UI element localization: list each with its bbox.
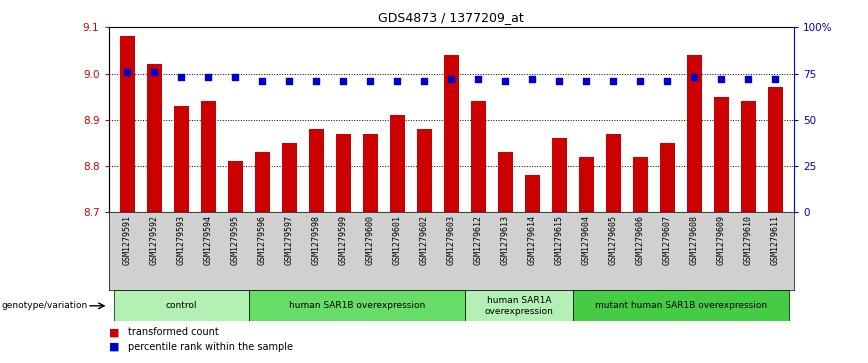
Point — [148, 69, 161, 74]
Point — [255, 78, 269, 84]
Bar — [525, 175, 540, 212]
Text: GSM1279609: GSM1279609 — [717, 215, 726, 265]
Text: GDS4873 / 1377209_at: GDS4873 / 1377209_at — [378, 11, 524, 24]
Point — [201, 74, 215, 80]
Point — [471, 76, 485, 82]
Text: human SAR1A
overexpression: human SAR1A overexpression — [484, 296, 553, 315]
Text: GSM1279603: GSM1279603 — [447, 215, 456, 265]
Bar — [741, 101, 756, 212]
Point — [121, 69, 135, 74]
Text: GSM1279608: GSM1279608 — [690, 215, 699, 265]
Text: ■: ■ — [108, 342, 119, 352]
Bar — [687, 55, 701, 212]
Bar — [713, 97, 729, 212]
Bar — [579, 157, 594, 212]
Bar — [444, 55, 459, 212]
Text: GSM1279611: GSM1279611 — [771, 215, 779, 265]
Text: human SAR1B overexpression: human SAR1B overexpression — [289, 301, 425, 310]
Text: control: control — [166, 301, 197, 310]
Point — [391, 78, 404, 84]
Text: GSM1279598: GSM1279598 — [312, 215, 321, 265]
Text: GSM1279606: GSM1279606 — [636, 215, 645, 265]
Point — [174, 74, 188, 80]
Bar — [552, 138, 567, 212]
Text: mutant human SAR1B overexpression: mutant human SAR1B overexpression — [595, 301, 767, 310]
Bar — [768, 87, 783, 212]
Point — [228, 74, 242, 80]
Text: ■: ■ — [108, 327, 119, 337]
Point — [687, 74, 701, 80]
Point — [552, 78, 566, 84]
Bar — [573, 290, 789, 321]
Bar — [633, 157, 648, 212]
Text: GSM1279596: GSM1279596 — [258, 215, 266, 265]
Bar — [363, 134, 378, 212]
Bar — [174, 106, 189, 212]
Text: GSM1279591: GSM1279591 — [123, 215, 132, 265]
Point — [741, 76, 755, 82]
Bar — [471, 101, 486, 212]
Text: GSM1279599: GSM1279599 — [339, 215, 348, 265]
Point — [661, 78, 674, 84]
Text: GSM1279593: GSM1279593 — [177, 215, 186, 265]
Point — [607, 78, 621, 84]
Text: GSM1279592: GSM1279592 — [150, 215, 159, 265]
Text: percentile rank within the sample: percentile rank within the sample — [128, 342, 293, 352]
Point — [714, 76, 728, 82]
Point — [282, 78, 296, 84]
Text: GSM1279610: GSM1279610 — [744, 215, 753, 265]
Text: GSM1279605: GSM1279605 — [608, 215, 618, 265]
Point — [337, 78, 351, 84]
Bar — [336, 134, 351, 212]
Text: GSM1279602: GSM1279602 — [420, 215, 429, 265]
Bar — [390, 115, 404, 212]
Text: GSM1279615: GSM1279615 — [555, 215, 564, 265]
Bar — [228, 162, 243, 212]
Bar — [249, 290, 465, 321]
Bar — [606, 134, 621, 212]
Text: GSM1279613: GSM1279613 — [501, 215, 510, 265]
Bar — [201, 101, 216, 212]
Text: GSM1279597: GSM1279597 — [285, 215, 294, 265]
Point — [418, 78, 431, 84]
Text: GSM1279594: GSM1279594 — [204, 215, 213, 265]
Bar — [255, 152, 270, 212]
Text: GSM1279601: GSM1279601 — [393, 215, 402, 265]
Bar — [660, 143, 674, 212]
Text: GSM1279600: GSM1279600 — [366, 215, 375, 265]
Point — [768, 76, 782, 82]
Point — [498, 78, 512, 84]
Bar — [417, 129, 431, 212]
Text: GSM1279607: GSM1279607 — [663, 215, 672, 265]
Bar — [309, 129, 324, 212]
Point — [525, 76, 539, 82]
Bar — [465, 290, 573, 321]
Bar — [282, 143, 297, 212]
Text: GSM1279614: GSM1279614 — [528, 215, 536, 265]
Bar — [114, 290, 249, 321]
Bar — [120, 36, 135, 212]
Text: GSM1279612: GSM1279612 — [474, 215, 483, 265]
Bar — [147, 64, 161, 212]
Text: GSM1279595: GSM1279595 — [231, 215, 240, 265]
Bar — [498, 152, 513, 212]
Text: GSM1279604: GSM1279604 — [582, 215, 591, 265]
Point — [444, 76, 458, 82]
Text: genotype/variation: genotype/variation — [2, 301, 88, 310]
Point — [634, 78, 648, 84]
Point — [580, 78, 594, 84]
Point — [309, 78, 323, 84]
Text: transformed count: transformed count — [128, 327, 219, 337]
Point — [364, 78, 378, 84]
